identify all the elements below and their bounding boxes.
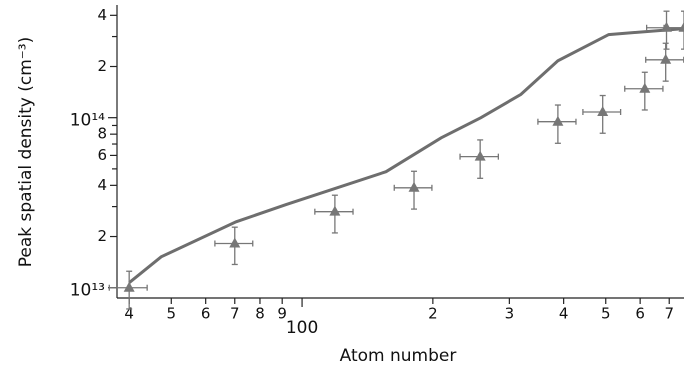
data-point — [123, 281, 135, 292]
y-tick-label: 10¹³ — [70, 281, 105, 301]
data-point — [639, 82, 651, 93]
x-tick-label: 7 — [664, 305, 674, 323]
x-tick-label: 4 — [124, 305, 134, 323]
data-point — [408, 181, 420, 192]
x-axis-title: Atom number — [340, 346, 457, 366]
x-tick-label: 2 — [428, 305, 438, 323]
x-tick-label: 8 — [255, 305, 265, 323]
x-tick-label: 100 — [286, 318, 318, 338]
x-tick-label: 9 — [277, 305, 287, 323]
y-tick-label: 2 — [97, 57, 107, 75]
y-axis-title: Peak spatial density (cm⁻³) — [16, 37, 36, 267]
y-tick-label: 10¹⁴ — [70, 111, 105, 131]
y-tick-label: 6 — [97, 146, 107, 164]
data-point — [660, 53, 672, 64]
data-point — [597, 106, 609, 117]
y-tick-label: 4 — [97, 6, 107, 24]
data-point — [678, 21, 684, 32]
data-point — [329, 205, 341, 216]
x-tick-label: 6 — [635, 305, 645, 323]
y-tick-label: 2 — [97, 227, 107, 245]
data-point — [661, 21, 673, 32]
y-tick-label: 4 — [97, 176, 107, 194]
x-tick-label: 4 — [559, 305, 569, 323]
x-tick-label: 5 — [601, 305, 611, 323]
y-tick-label: 8 — [97, 125, 107, 143]
data-point — [474, 150, 486, 161]
data-point — [552, 115, 564, 126]
x-tick-label: 6 — [201, 305, 211, 323]
model-line — [128, 27, 684, 284]
x-tick-label: 5 — [167, 305, 177, 323]
data-point — [229, 237, 241, 248]
x-tick-label: 7 — [230, 305, 240, 323]
x-tick-label: 3 — [505, 305, 515, 323]
